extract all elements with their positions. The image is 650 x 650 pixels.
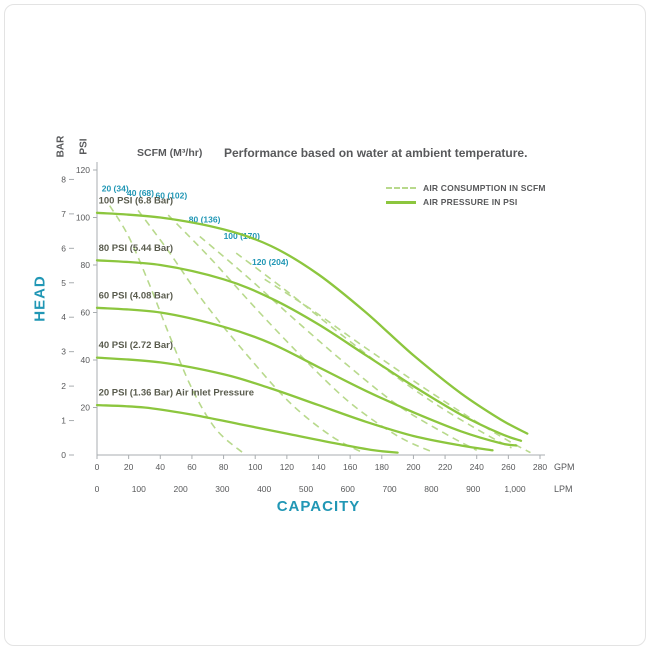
gpm-tick-label: 160 (343, 462, 357, 472)
scfm-axis-header: SCFM (M³/hr) (137, 147, 203, 159)
air-pressure-curve-label: 60 PSI (4.08 Bar) (99, 290, 173, 301)
dashed-line-swatch (386, 187, 416, 189)
gpm-tick-label: 20 (124, 462, 134, 472)
gpm-tick-label: 240 (470, 462, 484, 472)
lpm-tick-label: 600 (341, 484, 355, 494)
gpm-tick-label: 0 (95, 462, 100, 472)
air-pressure-curve (95, 259, 523, 442)
lpm-tick-label: 900 (466, 484, 480, 494)
psi-tick-label: 60 (81, 308, 91, 318)
gpm-tick-label: 120 (280, 462, 294, 472)
legend-consumption-label: AIR CONSUMPTION IN SCFM (423, 183, 546, 193)
psi-tick-label: 120 (76, 165, 90, 175)
lpm-tick-label: 500 (299, 484, 313, 494)
lpm-tick-label: 1,000 (504, 484, 526, 494)
air-consumption-curve (137, 209, 364, 454)
lpm-tick-label: 400 (257, 484, 271, 494)
psi-tick-label: 20 (81, 403, 91, 413)
air-consumption-curve (109, 205, 244, 454)
air-pressure-curve-label: 80 PSI (5.44 Bar) (99, 243, 173, 254)
gpm-tick-label: 180 (375, 462, 389, 472)
gpm-unit-label: GPM (554, 462, 575, 472)
air-pressure-curve-label: 20 PSI (1.36 Bar) Air Inlet Pressure (99, 388, 254, 399)
lpm-unit-label: LPM (554, 484, 573, 494)
air-consumption-label: 20 (34) (102, 183, 129, 193)
air-consumption-curve (199, 235, 478, 452)
lpm-tick-label: 700 (382, 484, 396, 494)
bar-tick-label: 4 (61, 312, 66, 322)
chart-title: Performance based on water at ambient te… (224, 146, 528, 160)
bar-tick-label: 2 (61, 381, 66, 391)
legend-row-pressure: AIR PRESSURE IN PSI (386, 195, 546, 209)
capacity-axis-title: CAPACITY (276, 498, 361, 515)
air-pressure-curve-label: 100 PSI (6.8 Bar) (99, 195, 173, 206)
air-pressure-curve (95, 306, 518, 447)
air-pressure-curve (95, 356, 494, 452)
air-pressure-curve (95, 211, 529, 435)
gpm-tick-label: 220 (438, 462, 452, 472)
gpm-tick-label: 260 (501, 462, 515, 472)
air-consumption-label: 40 (68) (127, 188, 154, 198)
bar-tick-label: 6 (61, 243, 66, 253)
air-pressure-curve (95, 403, 399, 454)
air-pressure-curve-label: 40 PSI (2.72 Bar) (99, 340, 173, 351)
lpm-tick-label: 100 (132, 484, 146, 494)
air-consumption-label: 100 (170) (224, 231, 261, 241)
bar-tick-label: 1 (61, 416, 66, 426)
bar-tick-label: 7 (61, 209, 66, 219)
gpm-tick-label: 80 (219, 462, 229, 472)
solid-line-swatch (386, 200, 416, 204)
air-consumption-curve (264, 278, 531, 454)
lpm-tick-label: 0 (95, 484, 100, 494)
gpm-tick-label: 40 (156, 462, 166, 472)
psi-tick-label: 100 (76, 213, 90, 223)
gpm-tick-label: 140 (311, 462, 325, 472)
lpm-tick-label: 800 (424, 484, 438, 494)
psi-tick-label: 80 (81, 260, 91, 270)
psi-tick-label: 40 (81, 355, 91, 365)
bar-tick-label: 3 (61, 347, 66, 357)
bar-tick-label: 8 (61, 174, 66, 184)
air-consumption-label: 60 (102) (156, 191, 188, 201)
legend-pressure-label: AIR PRESSURE IN PSI (423, 197, 518, 207)
bar-tick-label: 5 (61, 278, 66, 288)
gpm-tick-label: 280 (533, 462, 547, 472)
air-consumption-label: 80 (136) (189, 214, 221, 224)
air-consumption-curve (167, 214, 435, 454)
gpm-tick-label: 200 (406, 462, 420, 472)
bar-tick-label: 0 (61, 450, 66, 460)
legend: AIR CONSUMPTION IN SCFM AIR PRESSURE IN … (386, 181, 546, 209)
lpm-tick-label: 300 (215, 484, 229, 494)
air-consumption-label: 120 (204) (252, 257, 289, 267)
gpm-tick-label: 60 (187, 462, 197, 472)
legend-row-consumption: AIR CONSUMPTION IN SCFM (386, 181, 546, 195)
gpm-tick-label: 100 (248, 462, 262, 472)
lpm-tick-label: 200 (173, 484, 187, 494)
